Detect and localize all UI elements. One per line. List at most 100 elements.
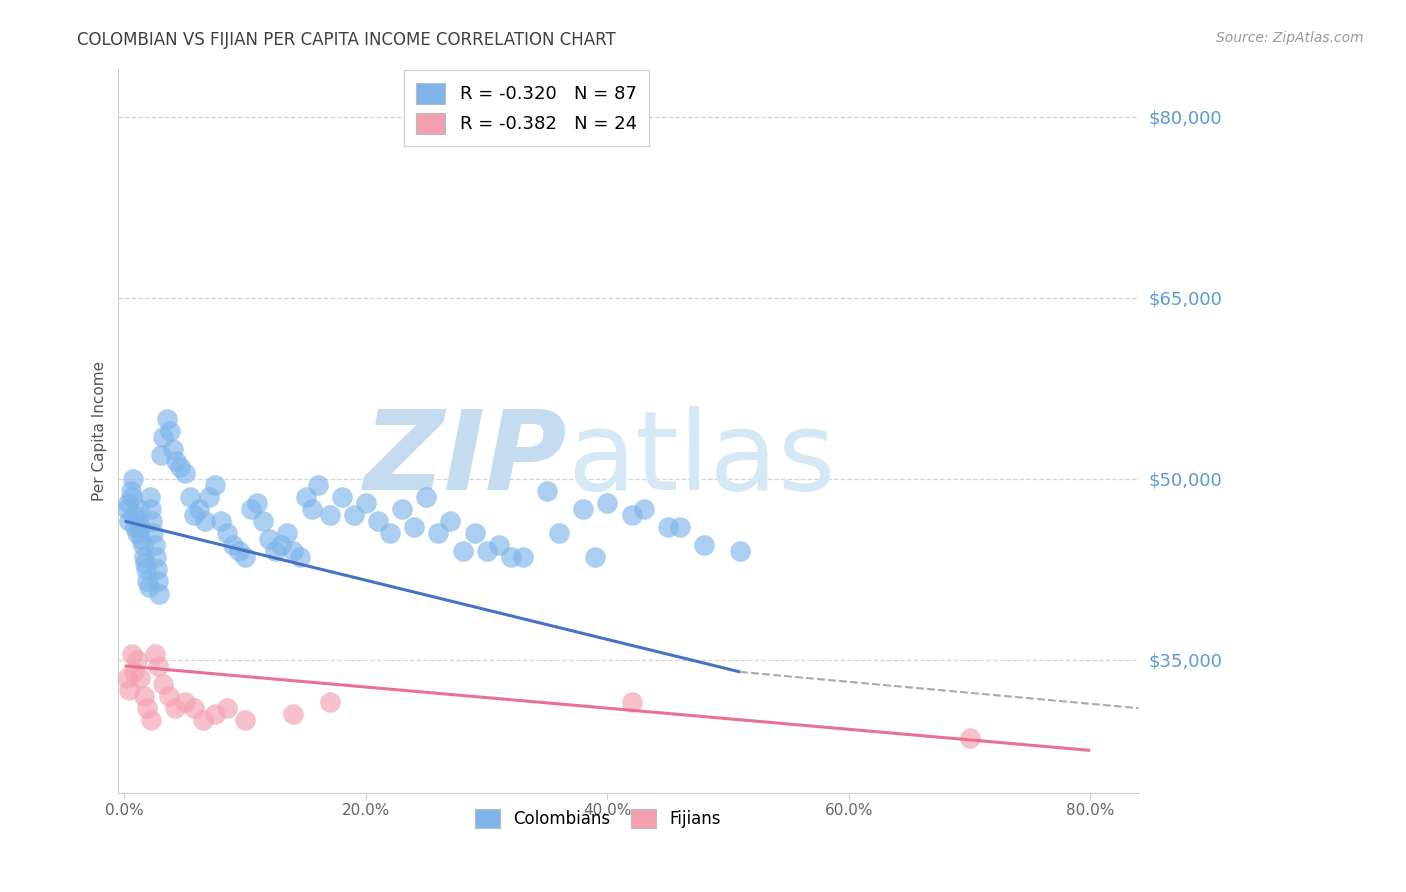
- Point: [209, 514, 232, 528]
- Point: [139, 713, 162, 727]
- Point: [475, 544, 498, 558]
- Point: [115, 502, 138, 516]
- Point: [173, 466, 195, 480]
- Point: [157, 689, 180, 703]
- Point: [122, 508, 145, 522]
- Point: [204, 478, 226, 492]
- Point: [191, 713, 214, 727]
- Point: [183, 508, 205, 522]
- Point: [148, 586, 170, 600]
- Point: [121, 647, 143, 661]
- Point: [139, 490, 162, 504]
- Point: [128, 502, 150, 516]
- Point: [156, 411, 179, 425]
- Point: [288, 550, 311, 565]
- Point: [728, 544, 751, 558]
- Point: [319, 508, 342, 522]
- Point: [183, 701, 205, 715]
- Point: [148, 659, 170, 673]
- Point: [217, 526, 239, 541]
- Point: [657, 520, 679, 534]
- Point: [367, 514, 389, 528]
- Point: [149, 448, 172, 462]
- Point: [165, 701, 187, 715]
- Point: [194, 514, 217, 528]
- Point: [121, 490, 143, 504]
- Point: [620, 508, 643, 522]
- Point: [620, 695, 643, 709]
- Text: COLOMBIAN VS FIJIAN PER CAPITA INCOME CORRELATION CHART: COLOMBIAN VS FIJIAN PER CAPITA INCOME CO…: [77, 31, 616, 49]
- Point: [179, 490, 201, 504]
- Point: [693, 538, 716, 552]
- Point: [439, 514, 461, 528]
- Point: [415, 490, 437, 504]
- Point: [451, 544, 474, 558]
- Point: [159, 424, 181, 438]
- Point: [246, 496, 269, 510]
- Point: [122, 472, 145, 486]
- Legend: Colombians, Fijians: Colombians, Fijians: [468, 803, 727, 835]
- Point: [354, 496, 377, 510]
- Point: [217, 701, 239, 715]
- Point: [188, 502, 211, 516]
- Point: [135, 562, 157, 576]
- Point: [125, 653, 148, 667]
- Point: [124, 520, 146, 534]
- Point: [633, 502, 655, 516]
- Point: [572, 502, 595, 516]
- Point: [198, 490, 221, 504]
- Point: [283, 544, 305, 558]
- Point: [488, 538, 510, 552]
- Point: [228, 544, 250, 558]
- Point: [118, 683, 141, 698]
- Point: [134, 557, 156, 571]
- Point: [132, 550, 155, 565]
- Point: [131, 538, 153, 552]
- Point: [143, 538, 166, 552]
- Point: [173, 695, 195, 709]
- Point: [117, 496, 139, 510]
- Y-axis label: Per Capita Income: Per Capita Income: [93, 360, 107, 500]
- Point: [136, 574, 159, 589]
- Point: [122, 665, 145, 679]
- Point: [233, 550, 256, 565]
- Point: [427, 526, 450, 541]
- Point: [136, 701, 159, 715]
- Point: [169, 459, 191, 474]
- Point: [115, 671, 138, 685]
- Point: [131, 532, 153, 546]
- Point: [142, 526, 165, 541]
- Point: [125, 526, 148, 541]
- Point: [162, 442, 184, 456]
- Point: [583, 550, 606, 565]
- Point: [120, 483, 142, 498]
- Text: atlas: atlas: [567, 406, 835, 513]
- Point: [252, 514, 274, 528]
- Point: [259, 532, 281, 546]
- Point: [283, 707, 305, 722]
- Point: [343, 508, 366, 522]
- Text: ZIP: ZIP: [364, 406, 567, 513]
- Point: [139, 502, 162, 516]
- Point: [233, 713, 256, 727]
- Point: [264, 544, 287, 558]
- Point: [141, 514, 163, 528]
- Point: [129, 520, 152, 534]
- Point: [240, 502, 263, 516]
- Point: [152, 677, 174, 691]
- Point: [138, 581, 160, 595]
- Point: [127, 514, 149, 528]
- Point: [129, 671, 152, 685]
- Point: [165, 454, 187, 468]
- Point: [391, 502, 413, 516]
- Point: [378, 526, 401, 541]
- Point: [276, 526, 298, 541]
- Point: [307, 478, 329, 492]
- Point: [464, 526, 486, 541]
- Point: [146, 562, 169, 576]
- Point: [148, 574, 170, 589]
- Point: [222, 538, 245, 552]
- Point: [319, 695, 342, 709]
- Point: [669, 520, 692, 534]
- Point: [536, 483, 558, 498]
